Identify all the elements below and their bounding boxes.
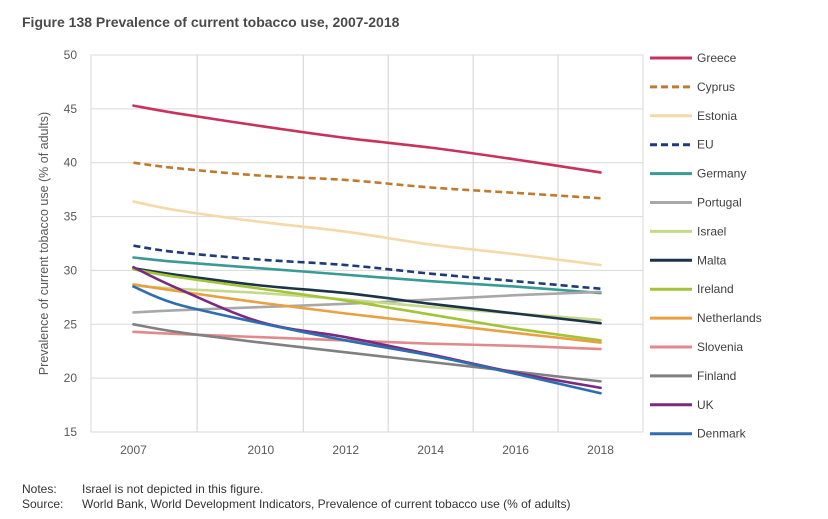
x-tick-label: 2007 bbox=[120, 443, 147, 457]
series-line-portugal bbox=[132, 290, 602, 314]
x-tick-label: 2018 bbox=[587, 443, 614, 457]
y-tick-label: 40 bbox=[64, 156, 78, 170]
y-tick-label: 30 bbox=[64, 263, 78, 277]
legend-label-malta: Malta bbox=[697, 253, 727, 267]
legend-label-israel: Israel bbox=[697, 224, 726, 238]
y-axis-title: Prevalence of current tobacco use (% of … bbox=[37, 112, 51, 375]
y-tick-label: 15 bbox=[64, 425, 78, 439]
legend-label-ireland: Ireland bbox=[697, 282, 734, 296]
notes-label: Notes: bbox=[22, 482, 57, 496]
legend-label-portugal: Portugal bbox=[697, 196, 742, 210]
series-line-ireland bbox=[132, 268, 602, 342]
y-tick-label: 45 bbox=[64, 102, 78, 116]
x-tick-label: 2010 bbox=[247, 443, 274, 457]
legend-label-eu: EU bbox=[697, 138, 714, 152]
series-line-cyprus bbox=[133, 161, 601, 200]
y-tick-label: 25 bbox=[64, 317, 78, 331]
x-tick-label: 2016 bbox=[502, 443, 529, 457]
series-line-germany bbox=[132, 256, 602, 295]
chart-axes: 15 20 25 30 35 40 45 50 2007 2010 2012 2014 2016 2018… bbox=[37, 48, 614, 457]
source-text: World Bank, World Development Indicators… bbox=[82, 497, 571, 511]
figure-title: Figure 138 Prevalence of current tobacco… bbox=[22, 14, 400, 30]
series-line-greece bbox=[132, 104, 602, 174]
series-line-finland bbox=[132, 322, 602, 383]
notes-text: Israel is not depicted in this figure. bbox=[82, 482, 264, 496]
legend-label-netherlands: Netherlands bbox=[697, 311, 762, 325]
series-line-netherlands bbox=[132, 283, 602, 344]
legend-label-germany: Germany bbox=[697, 167, 746, 181]
legend-label-slovenia: Slovenia bbox=[697, 340, 743, 354]
legend-label-uk: UK bbox=[697, 398, 714, 412]
chart-grid bbox=[90, 54, 644, 433]
series-line-malta bbox=[132, 266, 602, 325]
series-line-uk bbox=[132, 265, 602, 390]
x-tick-label: 2014 bbox=[417, 443, 444, 457]
y-tick-label: 50 bbox=[64, 48, 78, 62]
chart-legend: Greece Cyprus Estonia EU Germany Portugal Isra… bbox=[650, 51, 762, 441]
legend-label-greece: Greece bbox=[697, 51, 737, 65]
source-label: Source: bbox=[22, 497, 64, 511]
chart-series-lines bbox=[132, 104, 602, 395]
legend-label-cyprus: Cyprus bbox=[697, 80, 735, 94]
legend-label-denmark: Denmark bbox=[697, 427, 747, 441]
figure-notes: Notes: Israel is not depicted in this fi… bbox=[22, 482, 570, 512]
y-tick-label: 35 bbox=[64, 210, 78, 224]
series-line-eu bbox=[133, 244, 601, 291]
x-tick-label: 2012 bbox=[332, 443, 359, 457]
series-line-denmark bbox=[132, 285, 602, 395]
y-tick-label: 20 bbox=[64, 371, 78, 385]
legend-label-finland: Finland bbox=[697, 369, 736, 383]
legend-label-estonia: Estonia bbox=[697, 109, 737, 123]
series-line-estonia bbox=[132, 200, 602, 267]
